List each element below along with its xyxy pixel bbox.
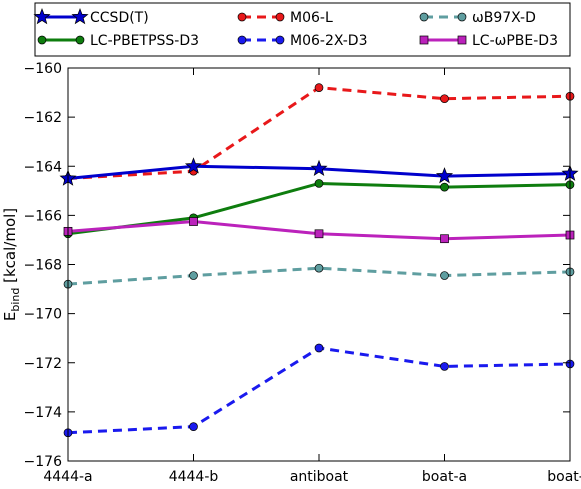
legend-marker-start xyxy=(419,35,429,45)
data-point-ccsd-t-boat-a xyxy=(435,167,454,184)
y-axis-label: Ebind [kcal/mol] xyxy=(1,208,22,321)
data-point-ccsd-t-4444-b xyxy=(184,157,203,174)
legend-label: M06-L xyxy=(290,10,333,26)
data-point-lc-pbe-d3-antiboat xyxy=(314,229,324,239)
legend-marker-start xyxy=(419,12,429,22)
legend-item-ccsd-t: CCSD(T) xyxy=(33,8,149,26)
series-line-b97x-d xyxy=(67,266,571,286)
legend-marker-end xyxy=(275,35,285,45)
data-point-b97x-d-4444-b xyxy=(189,271,198,280)
series-m06-2x-d3 xyxy=(63,343,575,438)
legend-item-m06-l: M06-L xyxy=(237,10,333,26)
y-tick-label: −160 xyxy=(24,61,62,77)
legend-item-lc-pbe-d3: LC-ωPBE-D3 xyxy=(419,33,558,49)
y-tick-label: −162 xyxy=(24,110,62,126)
y-tick-label: −174 xyxy=(24,405,63,421)
y-tick-label: −170 xyxy=(24,307,62,323)
x-tick-label: 4444-a xyxy=(43,469,92,485)
legend-item-lc-pbetpss-d3: LC-PBETPSS-D3 xyxy=(37,33,199,49)
y-tick-label: −164 xyxy=(24,159,63,175)
data-point-m06-2x-d3-antiboat xyxy=(314,343,324,353)
data-point-b97x-d-antiboat xyxy=(314,263,324,273)
legend-label: ωB97X-D xyxy=(472,10,536,26)
legend-marker-end xyxy=(275,12,285,22)
legend-marker-end xyxy=(75,35,85,45)
data-point-m06-2x-d3-4444-b xyxy=(189,422,198,431)
y-tick-label: −168 xyxy=(24,258,62,274)
data-point-lc-pbe-d3-4444-b xyxy=(189,217,198,226)
data-point-m06-l-antiboat xyxy=(314,83,324,93)
data-point-m06-2x-d3-boat-a xyxy=(440,362,449,371)
y-tick-label: −166 xyxy=(24,208,63,224)
legend-item-b97x-d: ωB97X-D xyxy=(419,10,536,26)
axes-layer: −176 −174 −172 −170 −168 −166 −164 −162 −160 4444… xyxy=(1,61,581,485)
legend-marker-end xyxy=(71,8,89,25)
legend: CCSD(T) M06-L ωB97X-D LC-PBETPSS-D3 M06-2X-D… xyxy=(33,2,571,57)
legend-marker-end xyxy=(457,12,467,22)
data-point-ccsd-t-antiboat xyxy=(310,159,328,176)
legend-marker-start xyxy=(237,12,247,22)
x-tick-label: boat-b xyxy=(547,469,581,485)
legend-marker-start xyxy=(37,35,47,45)
legend-label: LC-ωPBE-D3 xyxy=(472,33,558,49)
data-point-lc-pbetpss-d3-antiboat xyxy=(314,179,324,188)
x-tick-label: boat-a xyxy=(422,469,467,485)
legend-label: CCSD(T) xyxy=(90,10,149,26)
x-tick-label: 4444-b xyxy=(169,469,219,485)
data-point-b97x-d-boat-a xyxy=(440,271,449,280)
legend-marker-end xyxy=(457,35,467,45)
data-point-m06-l-boat-a xyxy=(440,94,449,104)
legend-label: LC-PBETPSS-D3 xyxy=(90,33,199,49)
x-tick-label: antiboat xyxy=(290,469,349,485)
legend-box xyxy=(34,2,571,57)
legend-label: M06-2X-D3 xyxy=(290,33,368,49)
data-point-lc-pbetpss-d3-boat-a xyxy=(440,182,449,192)
y-tick-label: −172 xyxy=(24,356,62,372)
legend-item-m06-2x-d3: M06-2X-D3 xyxy=(237,33,368,49)
legend-marker-start xyxy=(237,35,247,45)
series-b97x-d xyxy=(63,263,575,289)
y-tick-label: −176 xyxy=(24,454,63,470)
legend-marker-start xyxy=(33,8,51,25)
data-point-lc-pbe-d3-boat-a xyxy=(440,234,449,244)
plot-layer xyxy=(59,68,579,461)
